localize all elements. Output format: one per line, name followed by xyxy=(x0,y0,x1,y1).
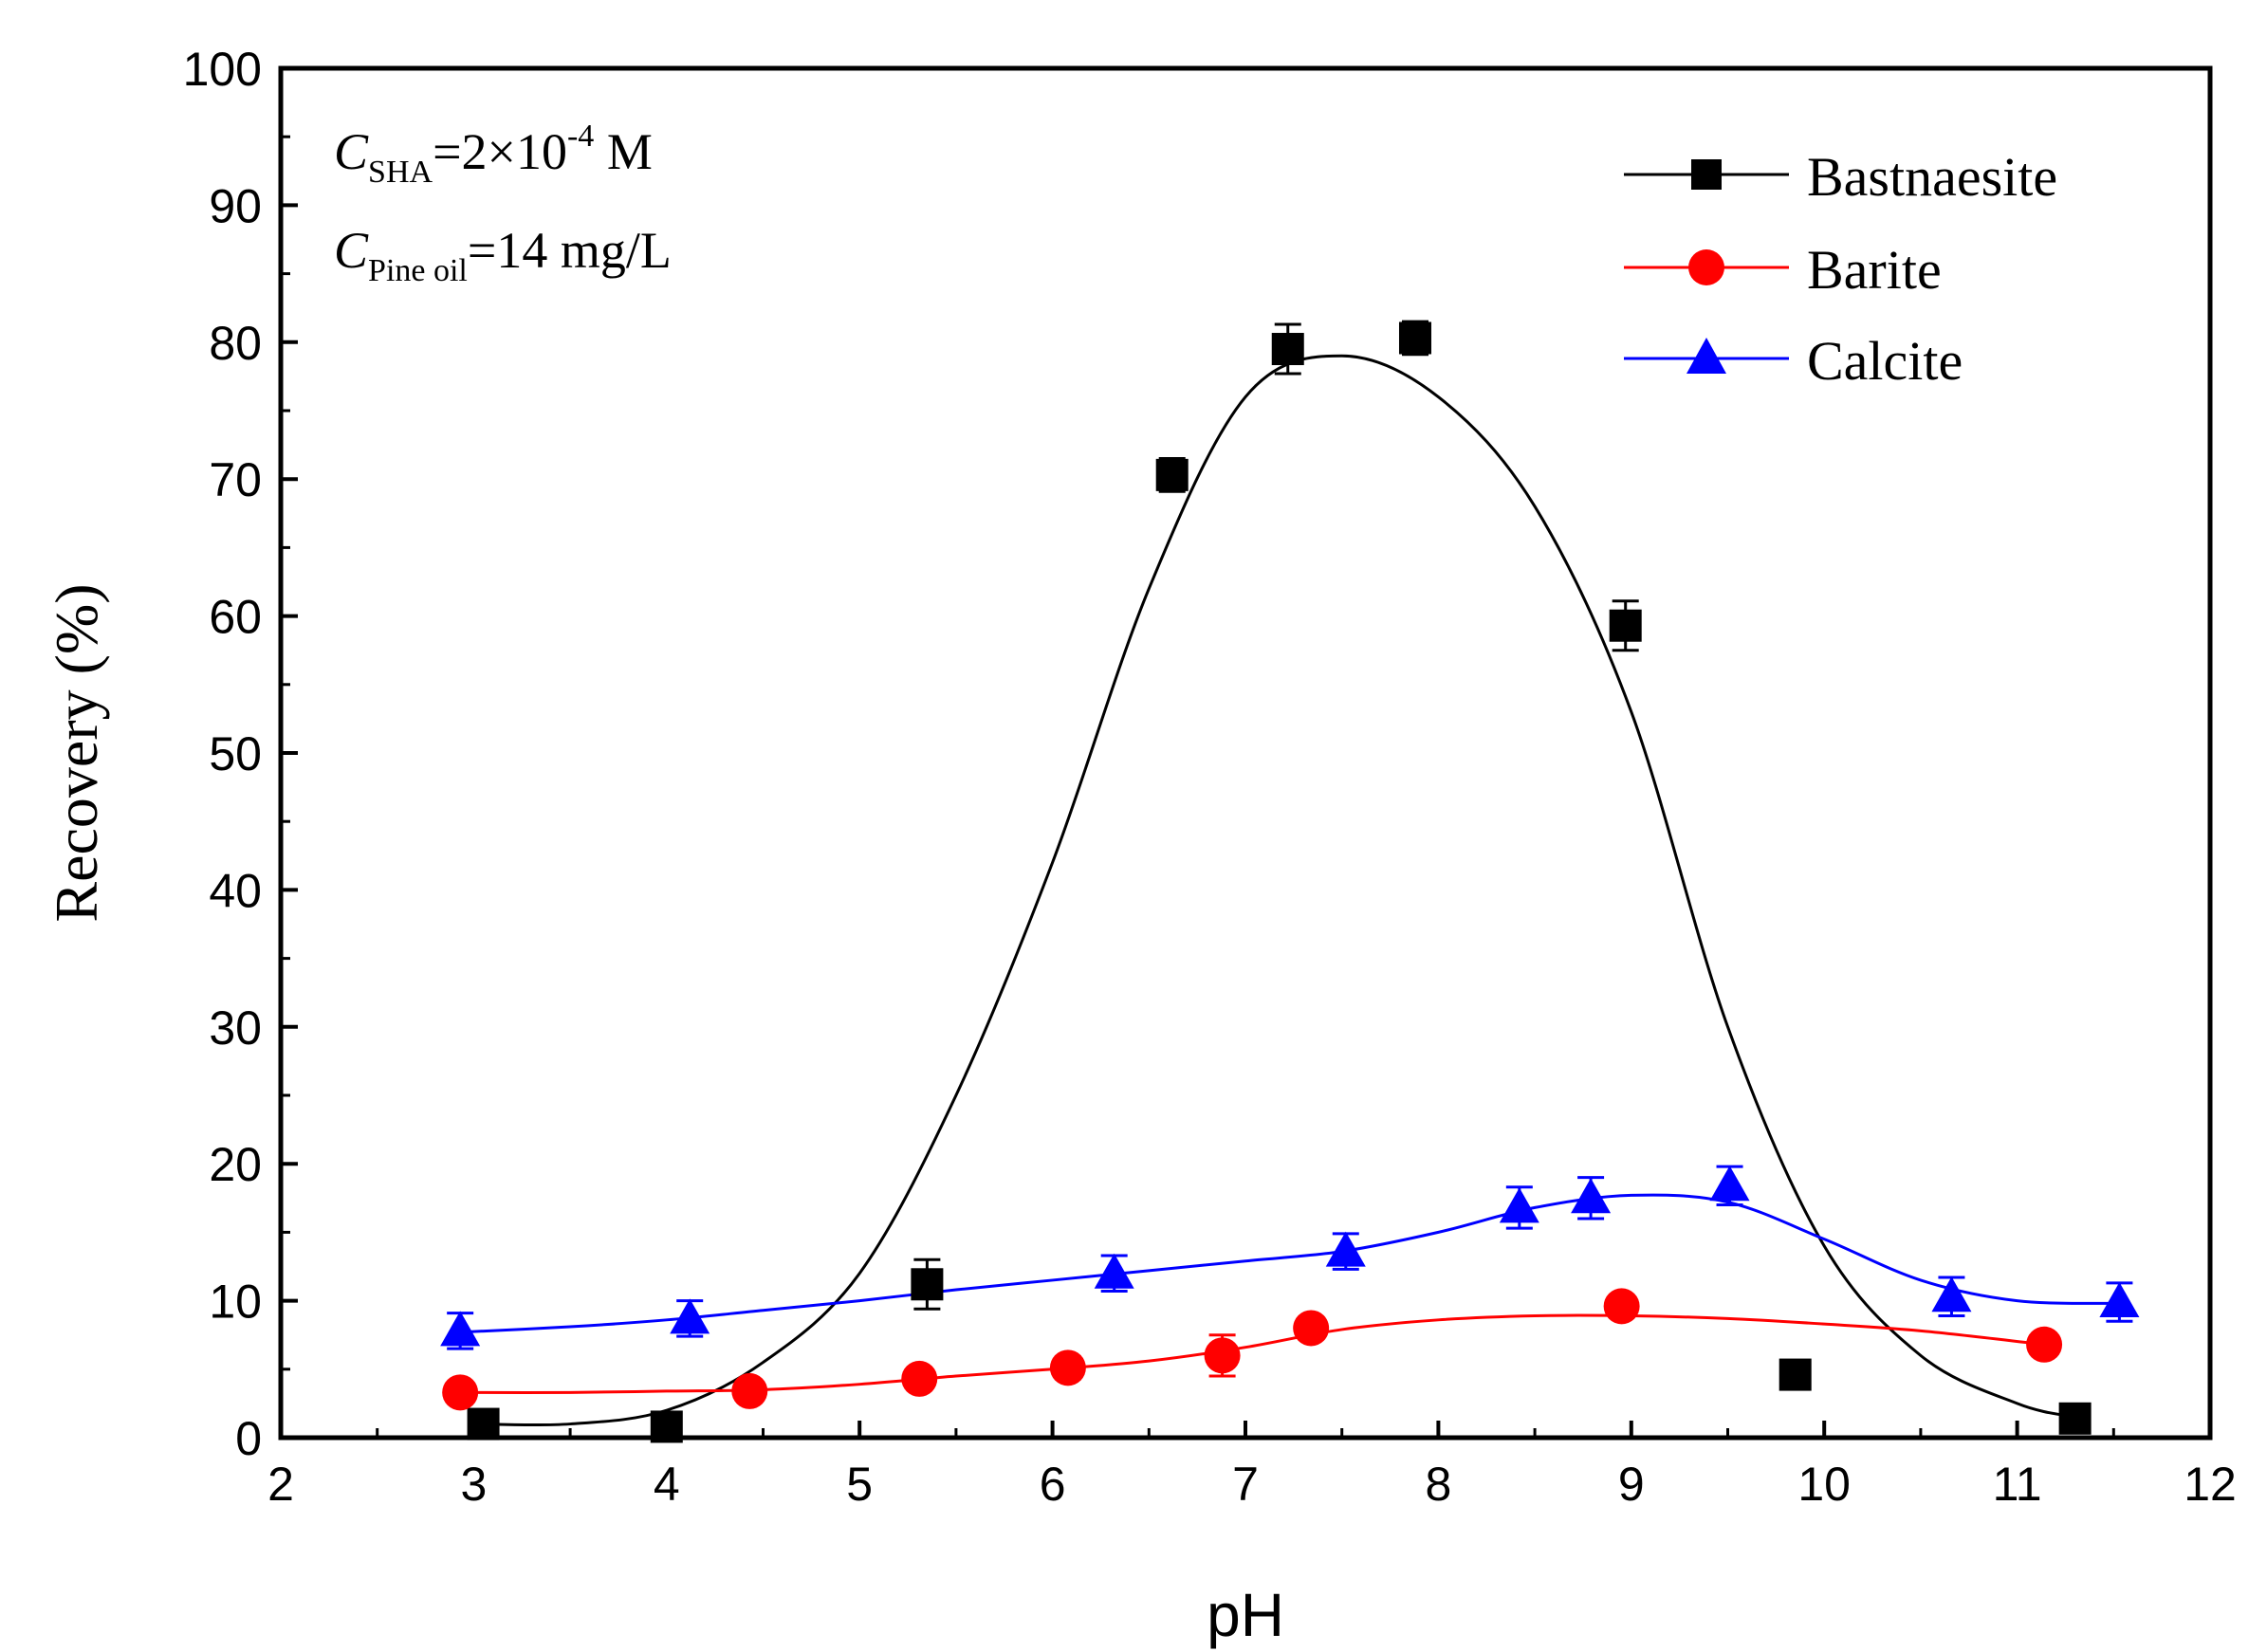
data-point-calcite xyxy=(1571,1178,1612,1214)
legend-marker-calcite xyxy=(1686,338,1726,374)
data-point-bastnaesite xyxy=(650,1410,683,1443)
x-tick-label: 7 xyxy=(1232,1458,1259,1511)
fit-curve-calcite xyxy=(460,1193,2120,1334)
x-axis-title: pH xyxy=(1207,1581,1284,1649)
data-point-calcite xyxy=(440,1311,481,1347)
y-tick-label: 10 xyxy=(209,1276,262,1329)
y-tick-label: 80 xyxy=(209,317,262,370)
data-point-bastnaesite xyxy=(1271,333,1304,366)
x-tick-label: 9 xyxy=(1618,1458,1645,1511)
legend-label-barite: Barite xyxy=(1807,239,1942,301)
legend-label-bastnaesite: Bastnaesite xyxy=(1807,146,2057,208)
data-point-calcite xyxy=(1094,1253,1134,1289)
x-tick-label: 3 xyxy=(460,1458,487,1511)
data-point-barite xyxy=(1603,1288,1640,1325)
x-tick-label: 11 xyxy=(1993,1458,2042,1511)
annotation-line-2: CPine oil=14 mg/L xyxy=(334,222,672,288)
fit-curves xyxy=(460,354,2120,1427)
concentration-annotation: CSHA=2×10-4 M CPine oil=14 mg/L xyxy=(334,119,672,288)
y-tick-label: 40 xyxy=(209,864,262,917)
x-tick-label: 4 xyxy=(654,1458,680,1511)
y-axis-title: Recovery (%) xyxy=(43,583,110,922)
x-tick-label: 6 xyxy=(1040,1458,1066,1511)
data-point-calcite xyxy=(1325,1231,1366,1267)
y-tick-label: 100 xyxy=(183,43,262,96)
data-point-bastnaesite xyxy=(1609,609,1642,642)
y-tick-label: 60 xyxy=(209,591,262,644)
data-point-barite xyxy=(731,1372,768,1409)
data-point-barite xyxy=(1204,1337,1241,1374)
y-tick-label: 50 xyxy=(209,727,262,780)
data-point-bastnaesite xyxy=(467,1407,500,1441)
y-tick-label: 70 xyxy=(209,453,262,506)
data-point-calcite xyxy=(1709,1166,1750,1202)
y-tick-label: 90 xyxy=(209,179,262,232)
legend-marker-bastnaesite xyxy=(1691,159,1722,190)
y-tick-label: 30 xyxy=(209,1001,262,1055)
y-tick-label: 20 xyxy=(209,1138,262,1191)
fit-curve-bastnaesite xyxy=(473,354,2075,1427)
data-point-barite xyxy=(901,1360,938,1397)
x-tick-label: 10 xyxy=(1797,1458,1851,1511)
data-point-barite xyxy=(2026,1326,2063,1363)
x-tick-label: 12 xyxy=(2184,1458,2237,1511)
data-point-bastnaesite xyxy=(1779,1358,1812,1391)
data-point-calcite xyxy=(2099,1282,2140,1318)
data-point-bastnaesite xyxy=(1398,321,1431,355)
data-point-barite xyxy=(1049,1349,1086,1386)
data-point-barite xyxy=(1293,1310,1330,1347)
data-point-calcite xyxy=(1931,1276,1972,1312)
axis-ticks: 2 3 4 5 6 7 8 9 10 11 12 0 10 20 30 40 50 60 70 80 90 100 xyxy=(183,43,2237,1511)
x-tick-label: 8 xyxy=(1425,1458,1451,1511)
data-point-calcite xyxy=(670,1298,710,1334)
x-tick-label: 5 xyxy=(846,1458,873,1511)
data-point-bastnaesite xyxy=(1155,458,1189,491)
y-tick-label: 0 xyxy=(235,1412,262,1465)
data-point-calcite xyxy=(1499,1187,1539,1223)
data-point-bastnaesite xyxy=(2058,1402,2092,1435)
error-bars xyxy=(447,320,2133,1381)
data-point-barite xyxy=(442,1374,479,1411)
legend: Bastnaesite Barite Calcite xyxy=(1624,146,2057,392)
data-markers xyxy=(440,321,2140,1443)
legend-marker-barite xyxy=(1688,249,1724,285)
data-point-bastnaesite xyxy=(911,1268,944,1301)
annotation-line-1: CSHA=2×10-4 M xyxy=(334,119,653,190)
x-tick-label: 2 xyxy=(267,1458,294,1511)
legend-label-calcite: Calcite xyxy=(1807,330,1963,392)
